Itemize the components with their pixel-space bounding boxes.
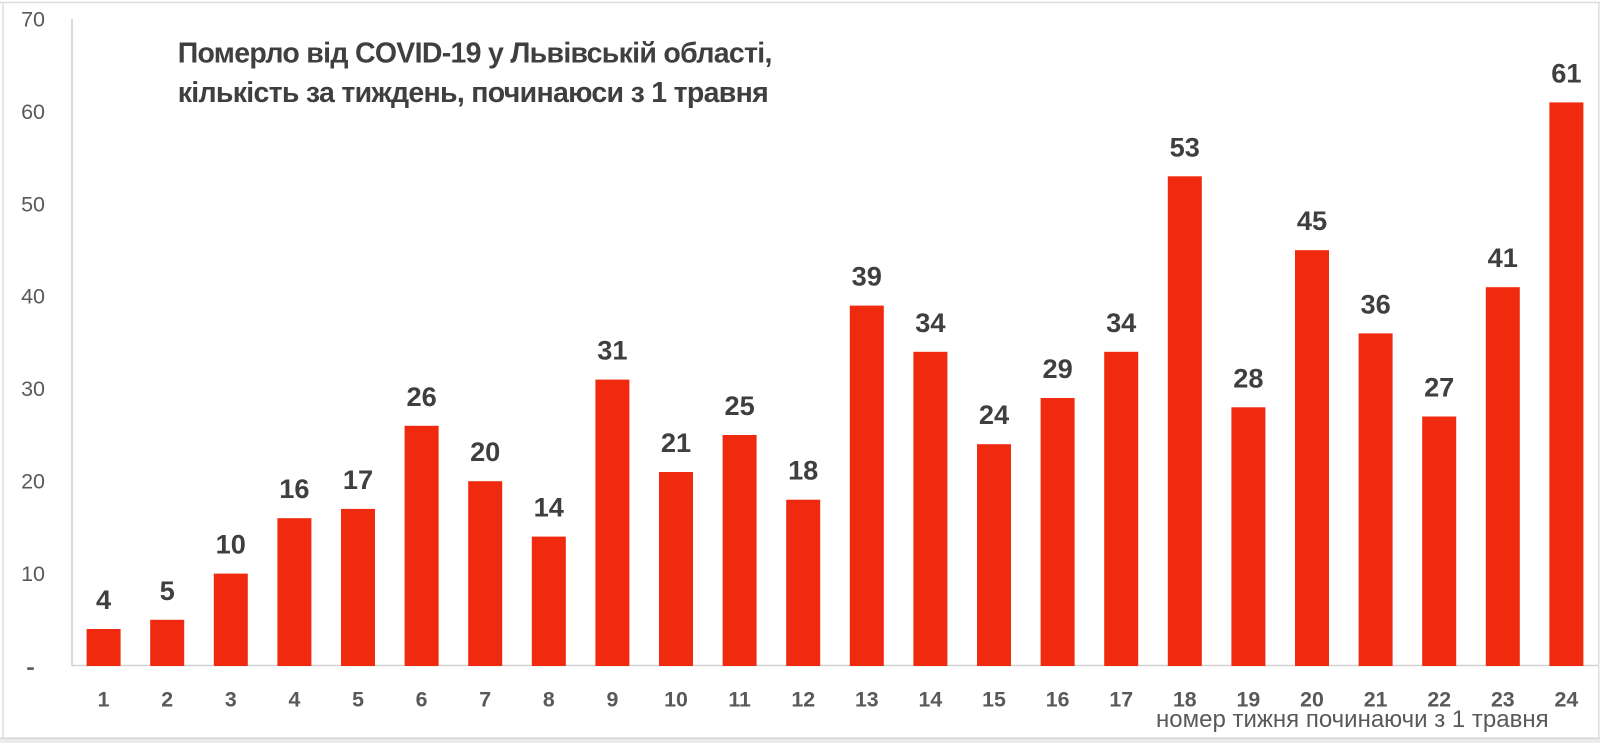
svg-text:17: 17: [1109, 687, 1133, 711]
svg-text:18: 18: [1173, 687, 1197, 711]
svg-text:19: 19: [1237, 687, 1261, 711]
svg-text:20: 20: [470, 436, 500, 467]
svg-text:53: 53: [1170, 131, 1200, 162]
svg-text:18: 18: [788, 455, 818, 486]
svg-text:27: 27: [1424, 372, 1454, 403]
svg-text:12: 12: [791, 687, 815, 711]
svg-text:30: 30: [21, 377, 45, 401]
svg-text:2: 2: [161, 687, 173, 711]
svg-text:16: 16: [1046, 687, 1070, 711]
svg-text:17: 17: [343, 464, 373, 495]
svg-text:21: 21: [1364, 687, 1388, 711]
svg-text:14: 14: [919, 687, 943, 711]
svg-text:7: 7: [479, 687, 491, 711]
svg-text:29: 29: [1042, 353, 1072, 384]
svg-text:36: 36: [1360, 288, 1390, 319]
svg-text:3: 3: [225, 687, 237, 711]
svg-text:23: 23: [1491, 687, 1515, 711]
svg-text:15: 15: [982, 687, 1006, 711]
svg-text:10: 10: [216, 529, 246, 560]
svg-text:45: 45: [1297, 205, 1327, 236]
svg-text:5: 5: [160, 575, 175, 606]
svg-text:1: 1: [98, 687, 110, 711]
svg-text:20: 20: [1300, 687, 1324, 711]
svg-text:60: 60: [21, 100, 45, 124]
svg-text:34: 34: [1106, 307, 1136, 338]
svg-text:10: 10: [21, 562, 45, 586]
svg-text:кількість за тиждень, починаюс: кількість за тиждень, починаюси з 1 трав…: [178, 77, 768, 109]
svg-text:61: 61: [1551, 57, 1581, 88]
svg-text:70: 70: [21, 8, 45, 32]
svg-text:11: 11: [728, 687, 751, 711]
svg-text:40: 40: [21, 285, 45, 309]
svg-text:9: 9: [606, 687, 618, 711]
svg-text:26: 26: [406, 381, 436, 412]
svg-text:25: 25: [724, 390, 754, 421]
svg-text:24: 24: [979, 399, 1009, 430]
svg-text:16: 16: [279, 473, 309, 504]
svg-text:28: 28: [1233, 362, 1263, 393]
svg-text:13: 13: [855, 687, 879, 711]
svg-text:14: 14: [534, 492, 564, 523]
svg-text:20: 20: [21, 470, 45, 494]
svg-text:10: 10: [664, 687, 688, 711]
svg-text:21: 21: [661, 427, 691, 458]
svg-text:39: 39: [852, 261, 882, 292]
svg-text:8: 8: [543, 687, 555, 711]
svg-text:50: 50: [21, 192, 45, 216]
svg-text:41: 41: [1488, 242, 1518, 273]
svg-text:5: 5: [352, 687, 364, 711]
svg-text:4: 4: [288, 687, 300, 711]
svg-text:31: 31: [597, 335, 627, 366]
svg-text:Померло від COVID-19 у Львівсь: Померло від COVID-19 у Львівській област…: [178, 37, 772, 69]
svg-text:4: 4: [96, 584, 111, 615]
svg-text:6: 6: [416, 687, 428, 711]
svg-text:24: 24: [1555, 687, 1579, 711]
svg-text:22: 22: [1427, 687, 1451, 711]
svg-text:номер тижня починаючи з 1 трав: номер тижня починаючи з 1 травня: [1156, 706, 1549, 733]
svg-text:34: 34: [915, 307, 945, 338]
